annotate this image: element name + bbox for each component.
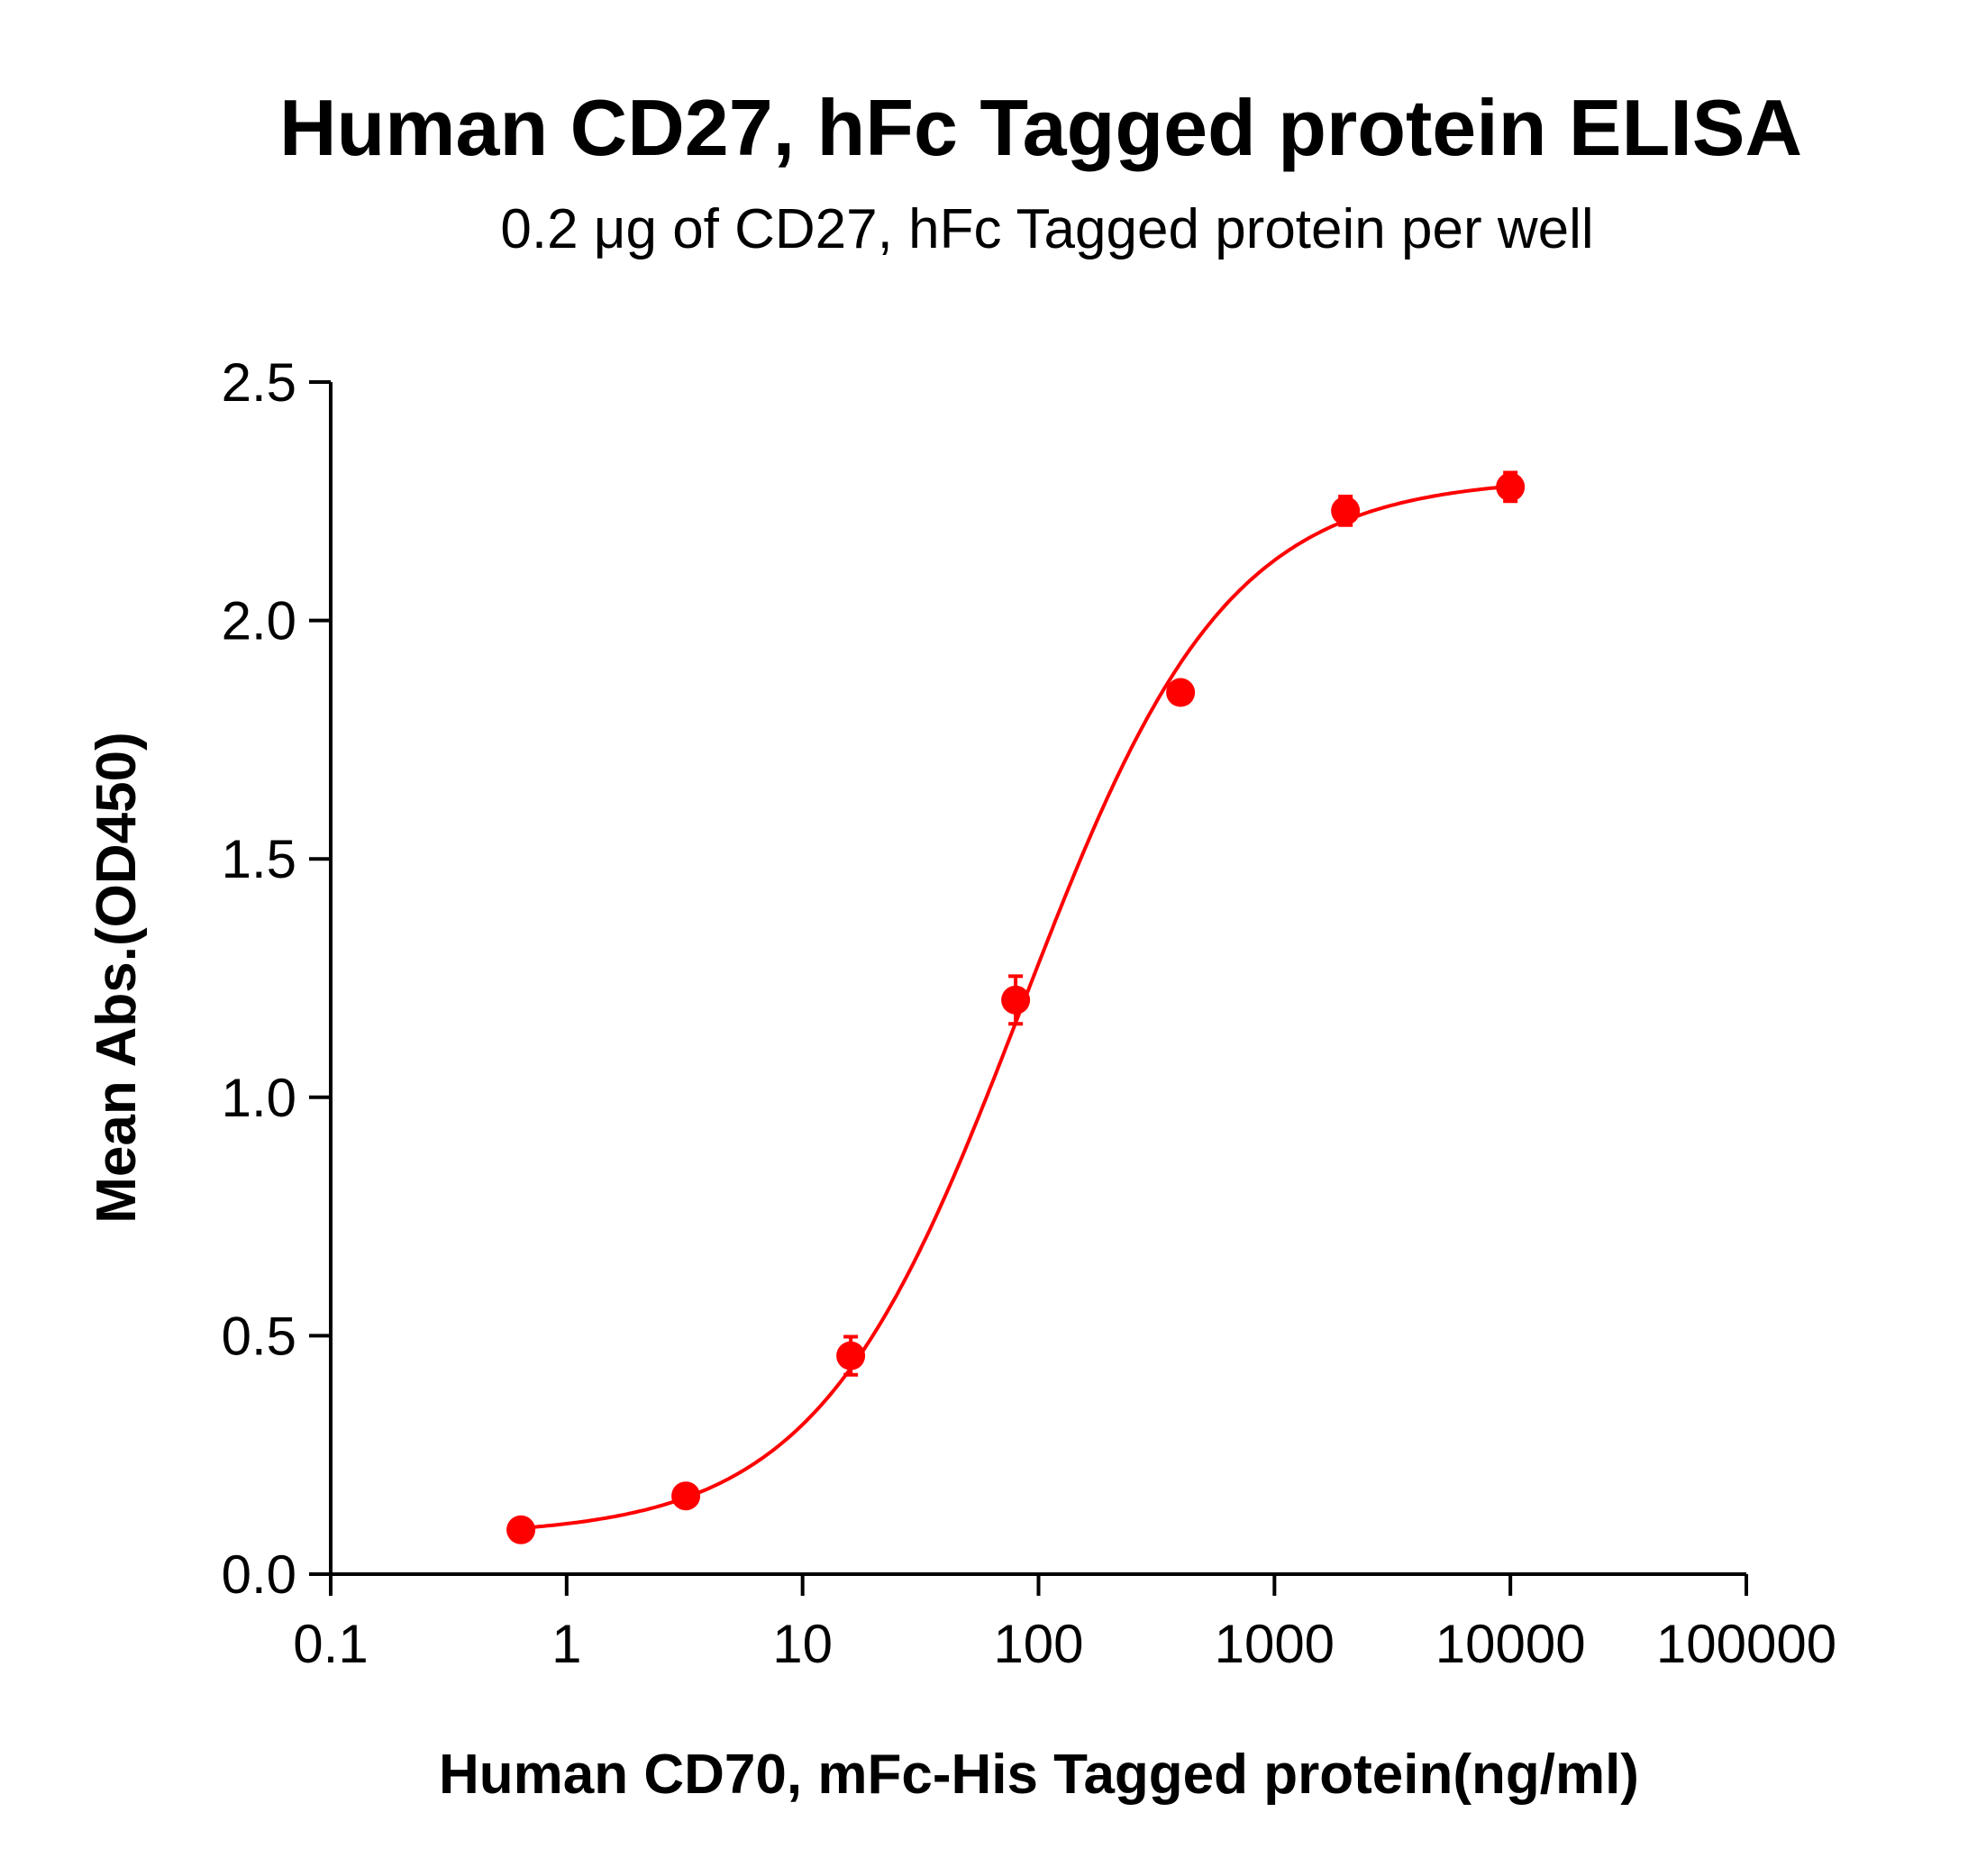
x-tick-label: 1 [551, 1614, 581, 1674]
data-point [1001, 985, 1031, 1015]
x-tick-label: 0.1 [293, 1614, 368, 1674]
y-tick-label: 2.5 [222, 352, 296, 413]
chart-title: Human CD27, hFc Tagged protein ELISA [279, 83, 1802, 172]
y-tick-label: 0.0 [222, 1544, 296, 1605]
data-point [1331, 496, 1361, 525]
x-tick-label: 1000 [1215, 1614, 1335, 1674]
x-tick-label: 100 [993, 1614, 1083, 1674]
x-tick-label: 10000 [1435, 1614, 1586, 1674]
y-tick-label: 2.0 [222, 591, 296, 651]
data-point [1496, 472, 1526, 502]
chart-subtitle: 0.2 μg of CD27, hFc Tagged protein per w… [500, 198, 1593, 260]
y-tick-label: 1.0 [222, 1068, 296, 1128]
x-tick-label: 10 [772, 1614, 833, 1674]
x-tick-label: 100000 [1656, 1614, 1836, 1674]
data-point [1166, 678, 1196, 707]
data-point [836, 1341, 866, 1371]
data-point [671, 1481, 701, 1511]
x-axis-label: Human CD70, mFc-His Tagged protein(ng/ml… [439, 1744, 1639, 1806]
y-axis-label: Mean Abs.(OD450) [86, 732, 148, 1224]
y-tick-label: 0.5 [222, 1306, 296, 1366]
y-tick-label: 1.5 [222, 829, 296, 889]
data-point [506, 1515, 536, 1544]
